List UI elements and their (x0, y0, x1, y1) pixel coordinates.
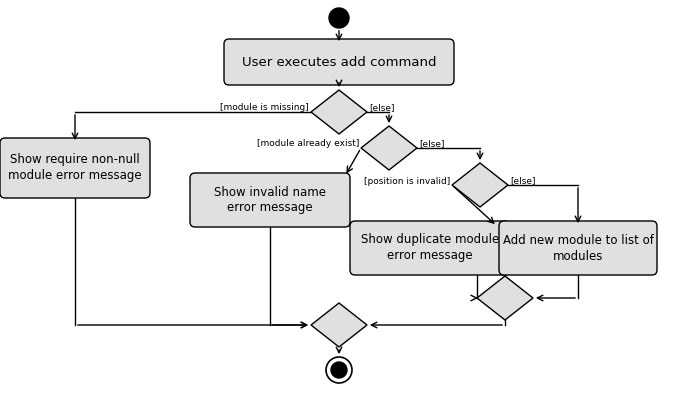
Polygon shape (361, 126, 417, 170)
Polygon shape (477, 276, 533, 320)
Polygon shape (311, 90, 367, 134)
Circle shape (326, 357, 352, 383)
Circle shape (331, 362, 347, 378)
FancyBboxPatch shape (224, 39, 454, 85)
FancyBboxPatch shape (499, 221, 657, 275)
Text: [module already exist]: [module already exist] (257, 140, 359, 148)
FancyBboxPatch shape (350, 221, 510, 275)
Text: [else]: [else] (510, 176, 536, 186)
FancyBboxPatch shape (190, 173, 350, 227)
Text: [position is invalid]: [position is invalid] (364, 176, 450, 186)
Text: [else]: [else] (369, 103, 395, 113)
Text: [module is missing]: [module is missing] (220, 103, 309, 113)
Polygon shape (452, 163, 508, 207)
Polygon shape (311, 303, 367, 347)
Text: Show invalid name
error message: Show invalid name error message (214, 186, 326, 215)
Circle shape (329, 8, 349, 28)
Text: Show duplicate module
error message: Show duplicate module error message (361, 233, 499, 263)
Text: User executes add command: User executes add command (242, 55, 436, 69)
Text: Show require non-null
module error message: Show require non-null module error messa… (8, 154, 142, 182)
Text: [else]: [else] (419, 140, 445, 148)
Text: Add new module to list of
modules: Add new module to list of modules (502, 233, 654, 263)
FancyBboxPatch shape (0, 138, 150, 198)
